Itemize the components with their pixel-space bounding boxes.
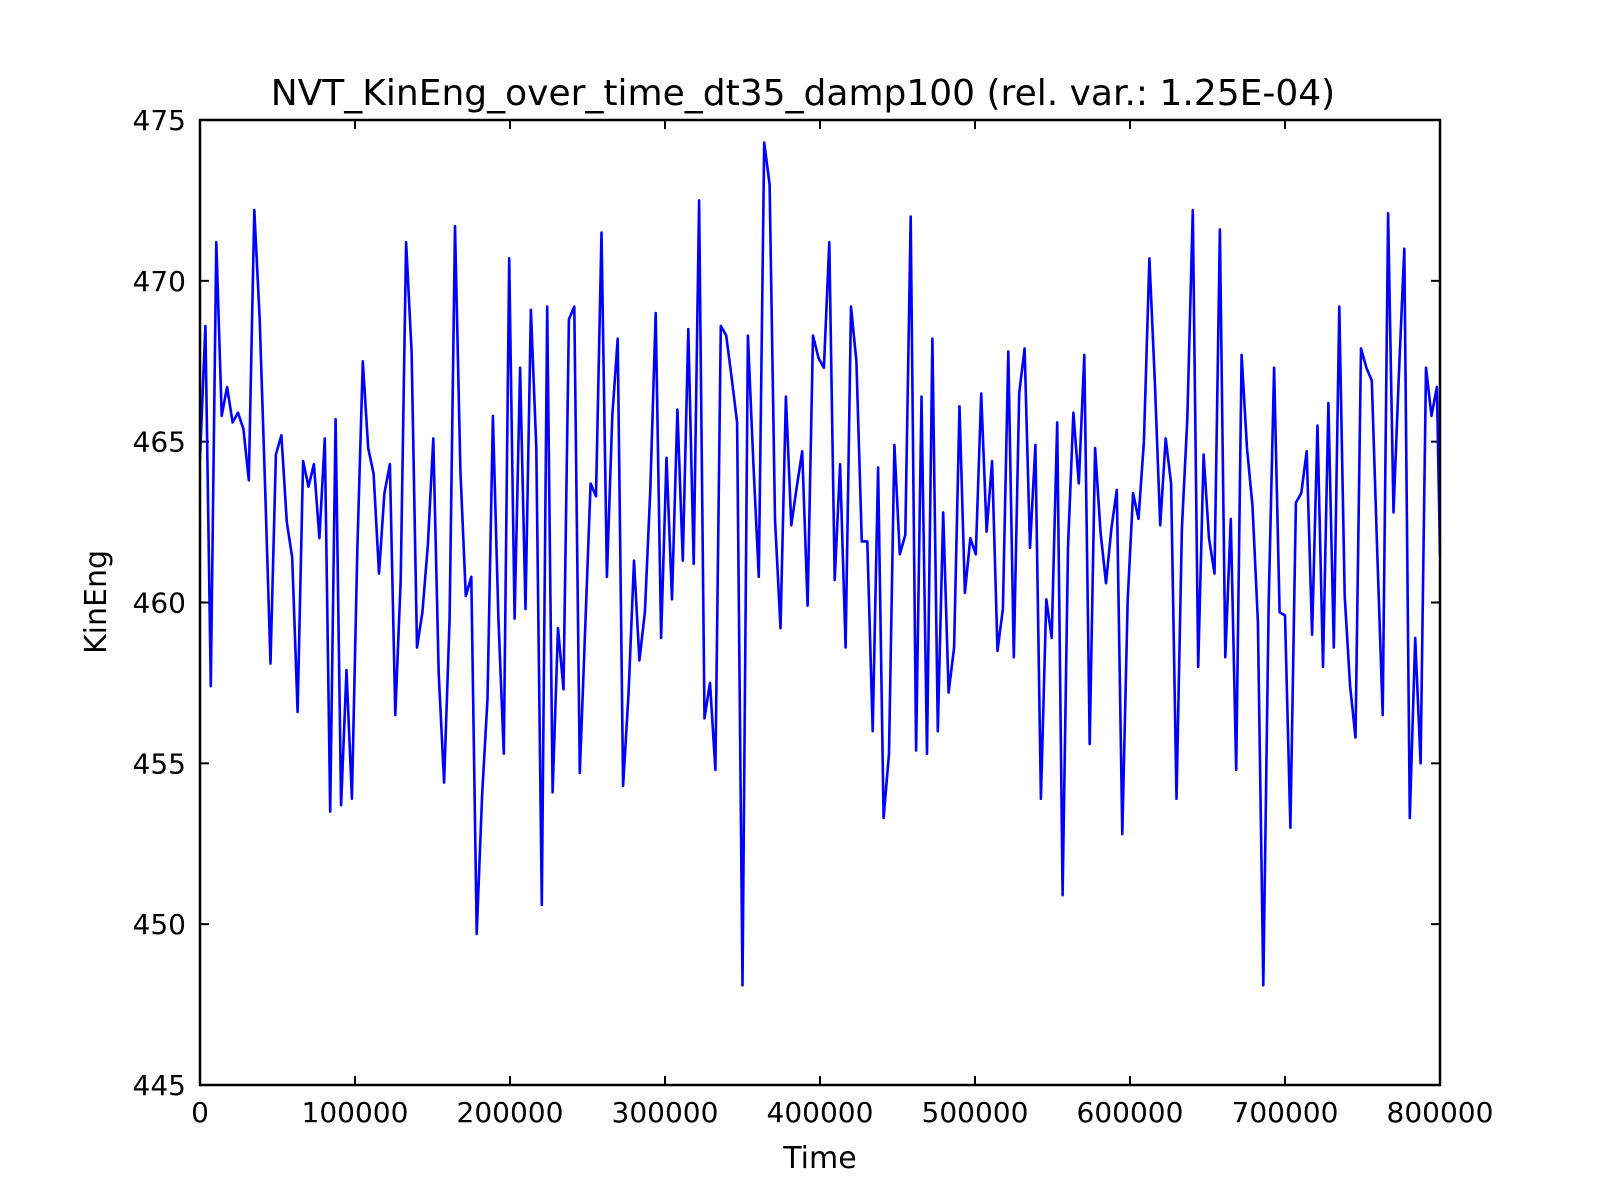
series-group [198,141,1442,987]
x-tick-label: 500000 [922,1096,1029,1129]
x-tick-label: 600000 [1077,1096,1184,1129]
x-tick-label: 700000 [1232,1096,1339,1129]
axis-ticks: 0 100000 200000 300000 400000 500000 600000 700… [133,104,1494,1129]
x-tick-label: 800000 [1387,1096,1494,1129]
x-tick-label: 200000 [457,1096,564,1129]
y-tick-label: 475 [133,104,186,137]
x-tick-label: 400000 [767,1096,874,1129]
plot-frame [198,118,1442,1087]
x-axis-label: Time [782,1141,856,1176]
y-tick-label: 455 [133,747,186,780]
x-tick-label: 100000 [302,1096,409,1129]
y-tick-label: 470 [133,265,186,298]
x-tick-label: 300000 [612,1096,719,1129]
y-tick-label: 465 [133,426,186,459]
y-axis-label: KinEng [79,550,114,654]
y-tick-label: 450 [133,908,186,941]
y-tick-label: 460 [133,587,186,620]
y-tick-label: 445 [133,1069,186,1102]
x-tick-label: 0 [191,1096,209,1129]
chart-title: NVT_KinEng_over_time_dt35_damp100 (rel. … [271,73,1335,114]
series-line [198,141,1442,987]
